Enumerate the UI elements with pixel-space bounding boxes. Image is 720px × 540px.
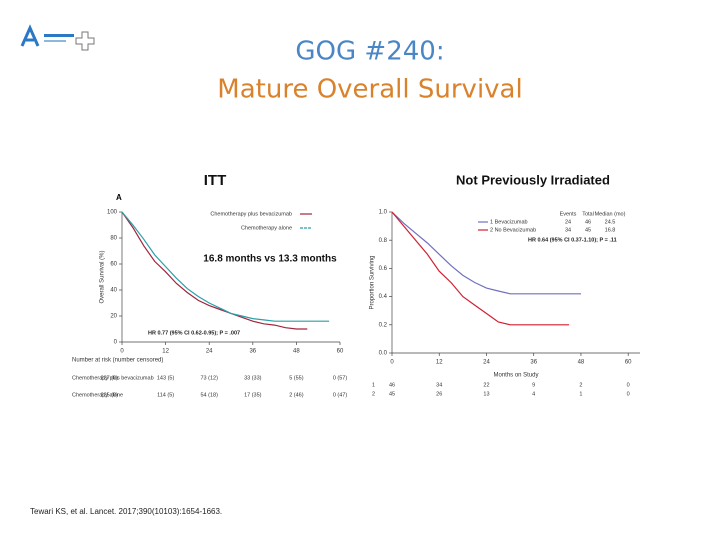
chart-title: Not Previously Irradiated [456,172,610,187]
risk-count: 114 (5) [157,392,174,398]
risk-row-label: 1 [372,382,375,388]
legend-header: Median (mo) [595,211,626,217]
risk-count: 45 [389,391,395,397]
y-tick-label: 1.0 [379,210,388,216]
risk-row-label: Chemotherapy plus bevacizumab [72,375,154,381]
y-tick-label: 0.8 [379,238,388,244]
risk-count: 2 (46) [289,392,304,398]
risk-count: 34 [436,382,442,388]
y-tick-label: 0.0 [379,351,388,357]
x-tick-label: 36 [249,349,256,355]
risk-count: 225 (0) [101,392,119,398]
x-axis-label: Months on Study [493,373,538,379]
logo [20,24,95,51]
legend-median: 24.5 [605,219,616,225]
logo-bar [44,34,74,37]
risk-table-label: Number at risk (number censored) [72,358,163,364]
risk-count: 46 [389,382,395,388]
y-tick-label: 80 [110,236,117,242]
annotation: HR 0.64 (95% CI 0.37-1.10); P = .11 [528,237,617,243]
y-axis-label: Overall Survival (%) [100,250,106,303]
logo-mark [20,24,40,47]
legend-label: 2 No Bevacizumab [490,227,536,233]
y-tick-label: 0.4 [379,294,388,300]
x-tick-label: 0 [390,360,394,366]
y-tick-label: 40 [110,288,117,294]
risk-count: 0 (57) [333,375,348,381]
y-tick-label: 20 [110,314,117,320]
x-tick-label: 48 [293,349,300,355]
logo-cross [75,31,95,51]
chart-title: ITT [204,172,227,189]
risk-count: 22 [483,382,489,388]
survival-curve [121,211,308,330]
x-tick-label: 12 [436,360,443,366]
legend-label: Chemotherapy plus bevacizumab [210,211,292,217]
x-tick-label: 0 [120,349,124,355]
risk-count: 1 [579,391,582,397]
risk-row-label: 2 [372,391,375,397]
slide-subtitle: Mature Overall Survival [217,75,522,105]
logo-bar [44,40,66,42]
x-tick-label: 60 [625,360,632,366]
y-tick-label: 0 [114,340,118,346]
legend-total: 45 [585,227,591,233]
y-tick-label: 100 [107,210,118,216]
risk-count: 73 (12) [200,375,218,381]
legend-header: Events [560,211,577,217]
survival-curve [391,211,570,326]
legend-events: 24 [565,219,571,225]
risk-count: 143 (5) [157,375,175,381]
risk-count: 0 (47) [333,392,348,398]
risk-count: 26 [436,391,442,397]
x-tick-label: 48 [578,360,585,366]
risk-row-label: Chemotherapy alone [72,392,123,398]
x-tick-label: 24 [483,360,490,366]
risk-count: 0 [627,391,630,397]
y-tick-label: 0.6 [379,266,388,272]
risk-count: 0 [627,382,630,388]
legend-median: 16.8 [605,227,616,233]
x-tick-label: 36 [530,360,537,366]
risk-count: 2 [579,382,582,388]
annotation: 16.8 months vs 13.3 months [203,254,337,265]
risk-count: 17 (35) [244,392,262,398]
panel-label: A [116,193,122,202]
slide-title: GOG #240: [295,37,444,67]
legend-total: 46 [585,219,591,225]
survival-curve [391,211,581,295]
y-tick-label: 60 [110,262,117,268]
risk-count: 227 (0) [101,375,119,381]
x-tick-label: 60 [337,349,344,355]
risk-count: 4 [532,391,535,397]
risk-count: 9 [532,382,535,388]
risk-count: 54 (18) [200,392,218,398]
survival-curve [121,211,330,322]
x-tick-label: 12 [162,349,169,355]
y-tick-label: 0.2 [379,322,388,328]
risk-count: 5 (55) [289,375,304,381]
x-tick-label: 24 [206,349,213,355]
risk-count: 33 (33) [244,375,262,381]
legend-header: Total [582,211,594,217]
y-axis-label: Proportion Surviving [370,255,376,309]
risk-count: 13 [483,391,489,397]
legend-label: Chemotherapy alone [241,225,292,231]
legend-label: 1 Bevacizumab [490,219,528,225]
annotation: HR 0.77 (95% CI 0.62-0.95); P = .007 [148,330,240,336]
citation: Tewari KS, et al. Lancet. 2017;390(10103… [30,507,222,516]
legend-events: 34 [565,227,571,233]
